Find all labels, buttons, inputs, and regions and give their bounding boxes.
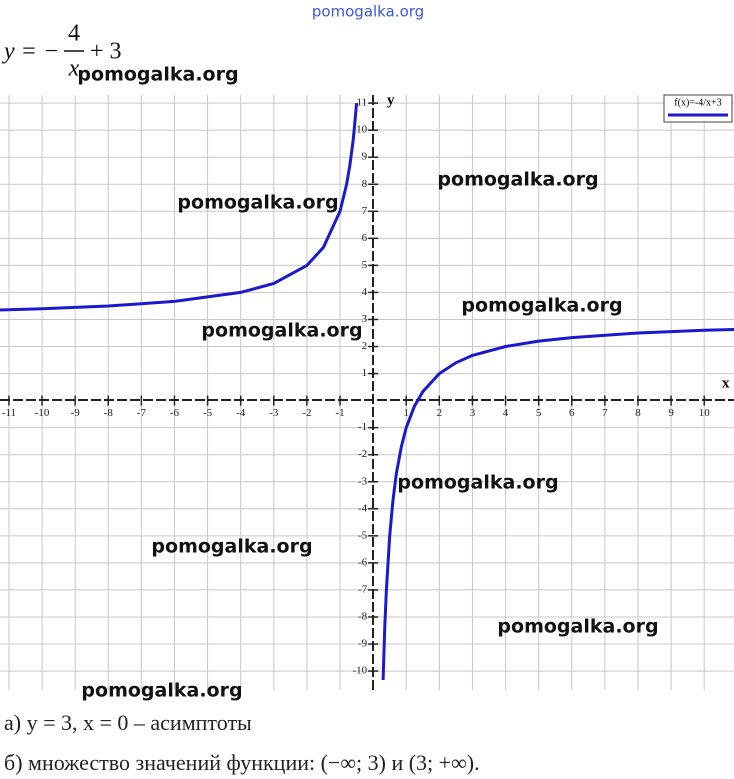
formula-rest: + 3 bbox=[90, 39, 122, 65]
x-tick-label: 8 bbox=[635, 407, 641, 419]
formula-lhs: y = − bbox=[2, 39, 59, 65]
y-tick-label: 1 bbox=[362, 367, 368, 379]
watermark: pomogalka.org bbox=[77, 64, 238, 86]
watermark: pomogalka.org bbox=[397, 472, 558, 494]
y-tick-label: -2 bbox=[358, 448, 367, 460]
ticks: -11 -10 -9 -8 -7 -6 -5 -4 -3 -2 -1 1 2 3 4 5 6 7 8 9 10-10-9… bbox=[2, 97, 710, 677]
y-tick-label: -9 bbox=[358, 638, 368, 650]
y-tick-label: -4 bbox=[358, 502, 368, 514]
x-tick-label: -7 bbox=[137, 407, 147, 419]
watermark: pomogalka.org bbox=[81, 680, 242, 702]
function-curve bbox=[0, 102, 734, 681]
curves bbox=[0, 102, 734, 681]
y-tick-label: -7 bbox=[358, 583, 368, 595]
x-tick-label: 4 bbox=[503, 407, 509, 419]
x-tick-label: 7 bbox=[602, 407, 608, 419]
x-tick-label: -4 bbox=[236, 407, 246, 419]
y-tick-label: 2 bbox=[362, 340, 368, 352]
grid bbox=[0, 95, 734, 690]
legend-box bbox=[663, 94, 733, 123]
note: б) множество значений функции: (−∞; 3) и… bbox=[4, 750, 480, 775]
y-tick-label: -3 bbox=[358, 475, 368, 487]
y-tick-label: 3 bbox=[362, 313, 368, 325]
watermark: pomogalka.org bbox=[497, 616, 658, 638]
y-tick-label: 5 bbox=[362, 259, 368, 271]
y-tick-label: -10 bbox=[352, 665, 367, 677]
watermark: pomogalka.org bbox=[312, 3, 424, 21]
x-tick-label: 10 bbox=[699, 407, 711, 419]
x-tick-label: 3 bbox=[470, 407, 476, 419]
x-tick-label: -9 bbox=[71, 407, 81, 419]
watermark: pomogalka.org bbox=[201, 320, 362, 342]
y-tick-label: 10 bbox=[356, 124, 368, 136]
y-tick-label: 7 bbox=[362, 205, 368, 217]
y-tick-label: 8 bbox=[362, 178, 368, 190]
x-tick-label: 6 bbox=[569, 407, 575, 419]
x-tick-label: -8 bbox=[104, 407, 114, 419]
x-tick-label: -2 bbox=[302, 407, 311, 419]
watermark: pomogalka.org bbox=[437, 169, 598, 191]
formula-denominator: x bbox=[68, 56, 80, 82]
y-tick-label: 6 bbox=[362, 232, 368, 244]
y-tick-label: -8 bbox=[358, 611, 368, 623]
y-tick-label: 4 bbox=[362, 286, 368, 298]
note: а) y = 3, x = 0 – асимптоты bbox=[4, 710, 252, 735]
y-tick-label: -1 bbox=[358, 421, 367, 433]
x-tick-label: -3 bbox=[269, 407, 279, 419]
x-tick-label: -11 bbox=[2, 407, 16, 419]
x-tick-label: -1 bbox=[335, 407, 344, 419]
watermark: pomogalka.org bbox=[151, 536, 312, 558]
x-tick-label: 9 bbox=[668, 407, 674, 419]
y-tick-label: 9 bbox=[362, 151, 368, 163]
watermark: pomogalka.org bbox=[461, 295, 622, 317]
watermark: pomogalka.org bbox=[177, 192, 338, 214]
x-tick-label: -6 bbox=[170, 407, 180, 419]
x-tick-label: -5 bbox=[203, 407, 213, 419]
y-tick-label: -5 bbox=[358, 529, 368, 541]
y-tick-label: 11 bbox=[357, 97, 368, 109]
x-tick-label: 1 bbox=[403, 407, 409, 419]
formula-numerator: 4 bbox=[68, 21, 80, 47]
legend-label: f(x)=-4/x+3 bbox=[674, 97, 721, 108]
watermarks: pomogalka.org pomogalka.org pomogalka.org p… bbox=[77, 3, 658, 702]
y-axis-label: y bbox=[387, 92, 395, 108]
x-tick-label: -10 bbox=[35, 407, 50, 419]
x-tick-label: 5 bbox=[536, 407, 542, 419]
y-tick-label: -6 bbox=[358, 556, 368, 568]
x-tick-label: 2 bbox=[437, 407, 443, 419]
x-axis-label: x bbox=[722, 375, 730, 391]
